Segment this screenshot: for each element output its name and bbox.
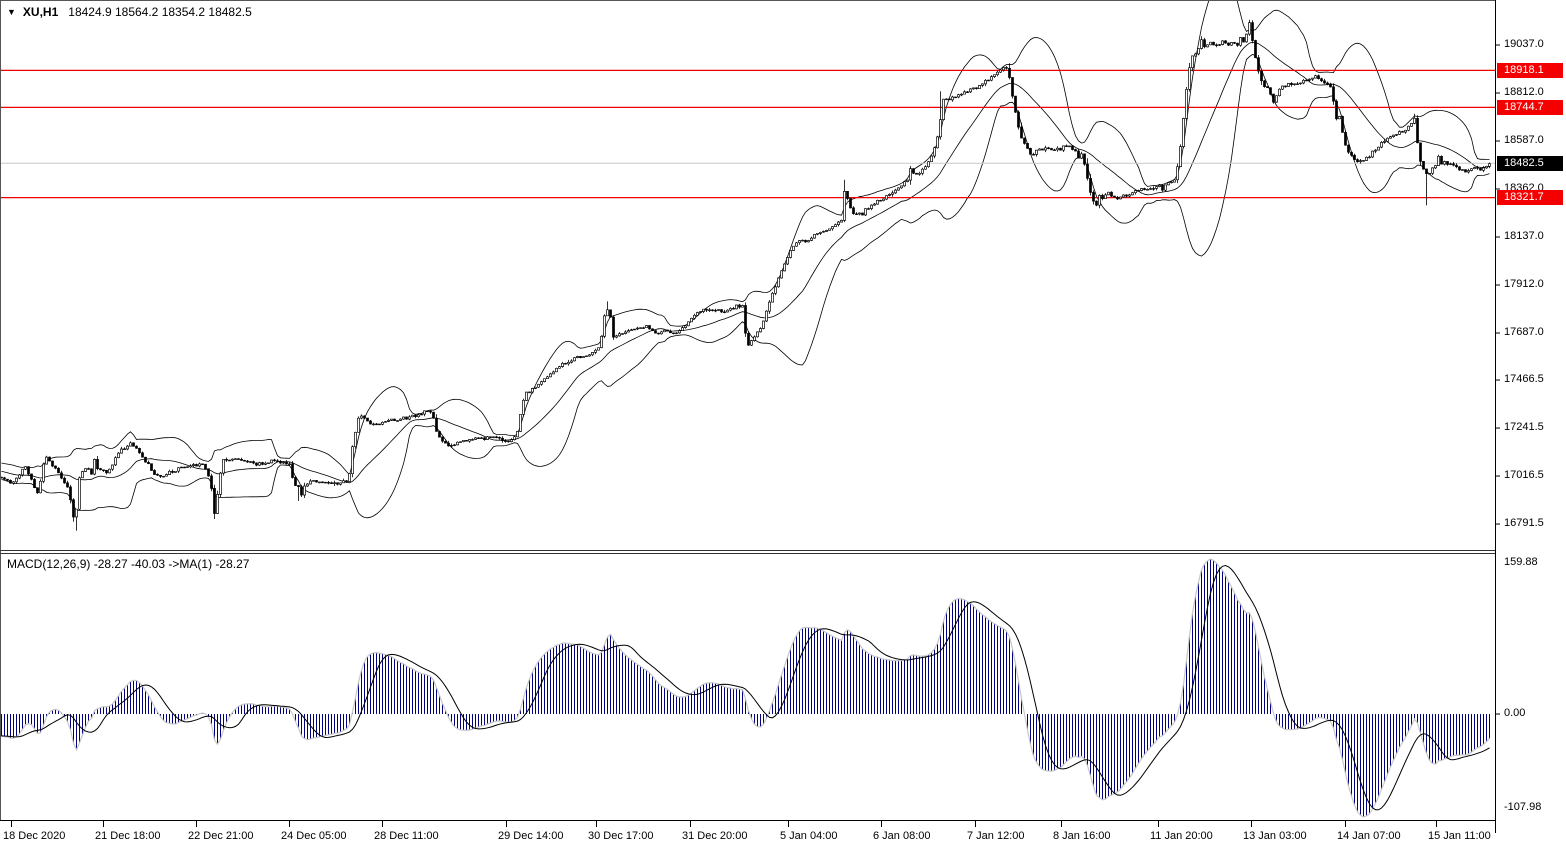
time-scale[interactable]: 18 Dec 2020 21 Dec 18:00 22 Dec 21:00 24 De… bbox=[0, 828, 1566, 850]
time-axis-label: 7 Jan 12:00 bbox=[967, 830, 1025, 842]
time-axis-label: 6 Jan 08:00 bbox=[873, 830, 931, 842]
current-price-badge: 18482.5 bbox=[1497, 155, 1563, 171]
time-axis-label: 30 Dec 17:00 bbox=[588, 830, 654, 842]
macd-indicator-label: MACD(12,26,9) -28.27 -40.03 ->MA(1) -28.… bbox=[7, 557, 250, 571]
price-tick-label: 17016.5 bbox=[1504, 469, 1544, 482]
time-axis-label: 15 Jan 11:00 bbox=[1428, 830, 1491, 842]
macd-axis-label: -107.98 bbox=[1504, 801, 1542, 813]
macd-axis-label: 159.88 bbox=[1504, 556, 1538, 568]
price-tick-label: 19037.0 bbox=[1504, 38, 1544, 50]
chart-title: ▼ XU,H1 18424.9 18564.2 18354.2 18482.5 bbox=[7, 5, 252, 19]
price-tick-label: 17241.5 bbox=[1504, 421, 1544, 434]
price-scale[interactable]: 19037.0 18812.0 18587.0 18362.0 18137.0 17912… bbox=[1496, 0, 1566, 850]
time-axis-label: 8 Jan 16:00 bbox=[1053, 830, 1111, 842]
macd-scale[interactable]: 159.88 0.00 -107.98 bbox=[1496, 0, 1566, 850]
time-axis-label: 5 Jan 04:00 bbox=[780, 830, 838, 842]
time-axis-label: 24 Dec 05:00 bbox=[281, 830, 347, 842]
price-level-badge: 18321.7 bbox=[1497, 190, 1563, 206]
time-axis-label: 31 Dec 20:00 bbox=[682, 830, 748, 842]
price-tick-label: 17912.0 bbox=[1504, 278, 1544, 290]
time-axis-label: 22 Dec 21:00 bbox=[188, 830, 254, 842]
time-axis-label: 21 Dec 18:00 bbox=[95, 830, 161, 842]
price-tick-label: 16791.5 bbox=[1504, 517, 1544, 530]
price-tick-label: 17687.0 bbox=[1504, 326, 1544, 338]
price-tick-label: 18812.0 bbox=[1504, 86, 1544, 98]
time-axis-label: 28 Dec 11:00 bbox=[374, 830, 439, 842]
macd-axis-label: 0.00 bbox=[1504, 707, 1526, 719]
symbol-dropdown-icon[interactable]: ▼ bbox=[7, 7, 16, 17]
price-tick-label: 17466.5 bbox=[1504, 373, 1544, 386]
time-axis-label: 13 Jan 03:00 bbox=[1243, 830, 1307, 842]
symbol-timeframe-label: XU,H1 bbox=[22, 5, 59, 19]
time-axis-label: 18 Dec 2020 bbox=[3, 830, 66, 842]
price-level-badge: 18744.7 bbox=[1497, 99, 1563, 115]
time-axis-label: 14 Jan 07:00 bbox=[1337, 830, 1401, 842]
time-axis-label: 29 Dec 14:00 bbox=[498, 830, 564, 842]
ohlc-values: 18424.9 18564.2 18354.2 18482.5 bbox=[68, 5, 252, 19]
time-axis-label: 11 Jan 20:00 bbox=[1150, 830, 1213, 842]
price-level-badge: 18918.1 bbox=[1497, 62, 1563, 78]
price-tick-label: 18587.0 bbox=[1504, 134, 1544, 146]
price-tick-label: 18137.0 bbox=[1504, 230, 1544, 242]
